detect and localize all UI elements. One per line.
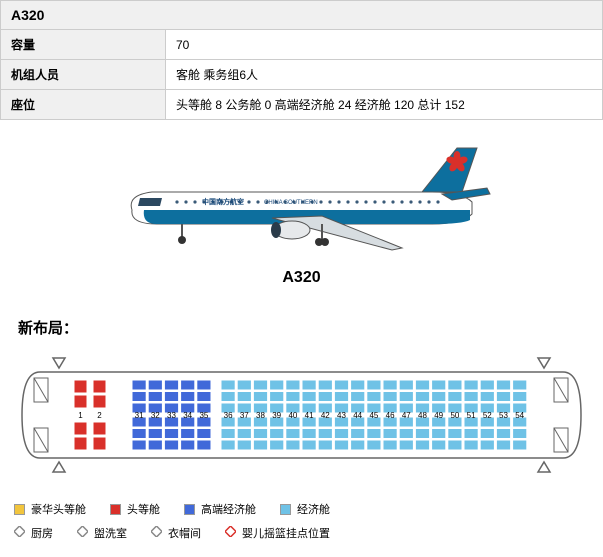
svg-text:36: 36 (224, 411, 233, 420)
aircraft-caption: A320 (0, 269, 603, 287)
aircraft-illustration: 中国南方航空 CHINA SOUTHERN A320 (0, 120, 603, 293)
svg-text:40: 40 (288, 411, 297, 420)
svg-text:34: 34 (183, 411, 192, 420)
svg-text:41: 41 (305, 411, 314, 420)
legend-item: 经济舱 (280, 501, 330, 517)
legend-label: 豪华头等舱 (31, 501, 86, 517)
svg-text:2: 2 (97, 411, 102, 420)
svg-text:50: 50 (450, 411, 459, 420)
spec-value: 70 (166, 30, 603, 60)
legend-label: 经济舱 (297, 501, 330, 517)
legend-swatch (151, 526, 162, 540)
svg-text:39: 39 (272, 411, 281, 420)
legend-item: 厨房 (14, 525, 53, 541)
seatmap: 1 2 31 32 33 34 35 36 37 38 39 40 41 42 43 44 45 46 47 48 49… (0, 350, 603, 483)
svg-text:44: 44 (353, 411, 362, 420)
legend-item: 豪华头等舱 (14, 501, 86, 517)
legend-label: 衣帽间 (168, 525, 201, 541)
svg-text:54: 54 (515, 411, 524, 420)
svg-text:32: 32 (151, 411, 160, 420)
legend-row: 厨房 盥洗室 衣帽间 婴儿摇篮挂点位置 (14, 525, 589, 541)
spec-label: 座位 (1, 90, 166, 120)
spec-label: 机组人员 (1, 60, 166, 90)
svg-text:52: 52 (483, 411, 492, 420)
layout-title: 新布局： (0, 293, 603, 350)
legend: 豪华头等舱 头等舱 高端经济舱 经济舱 厨房 盥洗室 衣帽间 婴儿摇篮挂点位置 (0, 483, 603, 557)
svg-text:33: 33 (167, 411, 176, 420)
legend-label: 盥洗室 (94, 525, 127, 541)
seatmap-svg: 1 2 31 32 33 34 35 36 37 38 39 40 41 42 43 44 45 46 47 48 49… (14, 350, 589, 480)
svg-text:35: 35 (199, 411, 208, 420)
legend-swatch (110, 504, 121, 515)
legend-label: 婴儿摇篮挂点位置 (242, 525, 330, 541)
legend-label: 头等舱 (127, 501, 160, 517)
legend-row: 豪华头等舱 头等舱 高端经济舱 经济舱 (14, 501, 589, 517)
svg-text:42: 42 (321, 411, 330, 420)
svg-text:51: 51 (467, 411, 476, 420)
legend-swatch (184, 504, 195, 515)
svg-text:37: 37 (240, 411, 249, 420)
svg-text:49: 49 (434, 411, 443, 420)
legend-item: 衣帽间 (151, 525, 201, 541)
svg-text:47: 47 (402, 411, 411, 420)
legend-swatch (14, 526, 25, 540)
svg-text:45: 45 (369, 411, 378, 420)
svg-text:48: 48 (418, 411, 427, 420)
spec-value: 客舱 乘务组6人 (166, 60, 603, 90)
svg-text:31: 31 (135, 411, 144, 420)
legend-swatch (225, 526, 236, 540)
legend-swatch (77, 526, 88, 540)
aircraft-svg: 中国南方航空 CHINA SOUTHERN (92, 140, 512, 260)
spec-label: 容量 (1, 30, 166, 60)
legend-item: 头等舱 (110, 501, 160, 517)
svg-text:中国南方航空: 中国南方航空 (202, 197, 244, 206)
legend-item: 高端经济舱 (184, 501, 256, 517)
svg-text:43: 43 (337, 411, 346, 420)
svg-text:CHINA SOUTHERN: CHINA SOUTHERN (264, 200, 318, 206)
svg-text:1: 1 (78, 411, 83, 420)
legend-swatch (14, 504, 25, 515)
aircraft-model: A320 (1, 1, 603, 30)
legend-item: 婴儿摇篮挂点位置 (225, 525, 330, 541)
legend-label: 厨房 (31, 525, 53, 541)
spec-table: A320 容量 70 机组人员 客舱 乘务组6人 座位 头等舱 8 公务舱 0 … (0, 0, 603, 120)
spec-value: 头等舱 8 公务舱 0 高端经济舱 24 经济舱 120 总计 152 (166, 90, 603, 120)
legend-swatch (280, 504, 291, 515)
legend-item: 盥洗室 (77, 525, 127, 541)
legend-label: 高端经济舱 (201, 501, 256, 517)
svg-text:53: 53 (499, 411, 508, 420)
svg-text:46: 46 (386, 411, 395, 420)
svg-text:38: 38 (256, 411, 265, 420)
